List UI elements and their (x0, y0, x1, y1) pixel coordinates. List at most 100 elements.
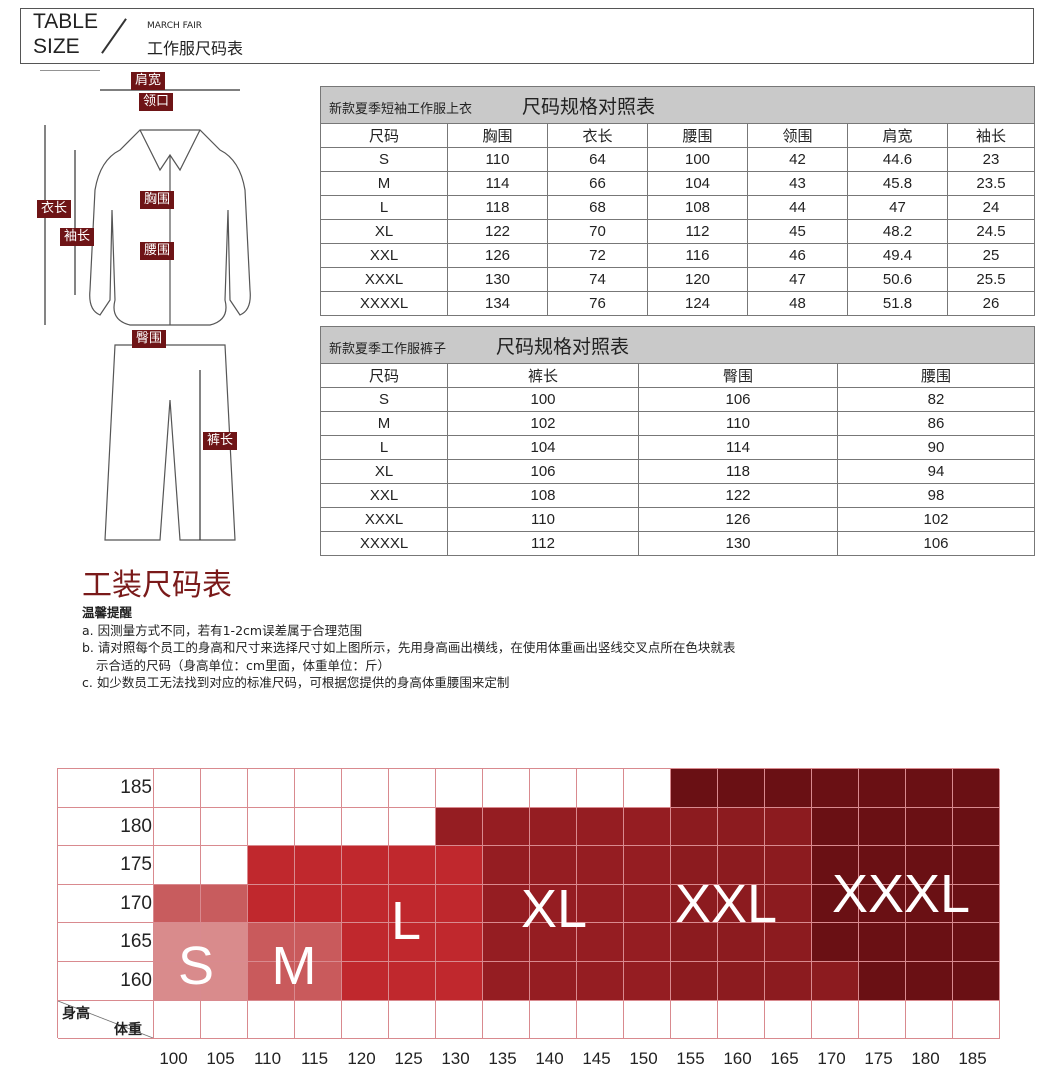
y-tick-label: 170 (120, 892, 152, 914)
size-cell-empty (154, 807, 201, 847)
y-axis-label: 身高 (62, 1005, 90, 1022)
size-cell-XL (624, 923, 671, 962)
size-cell-XXL (718, 807, 765, 847)
y-tick-label: 160 (120, 970, 152, 991)
size-cell-XL (624, 884, 671, 924)
note-a: a. 因测量方式不同，若有1-2cm误差属于合理范围 (82, 622, 363, 638)
label-shoulder: 肩宽 (131, 72, 166, 90)
table-cell: 94 (836, 459, 1036, 484)
table-cell: L (320, 195, 448, 220)
size-cell-XXL (671, 807, 718, 847)
size-cell-XXXL (953, 807, 1000, 847)
notes: 温馨提醒 a. 因测量方式不同，若有1-2cm误差属于合理范围 b. 请对照每个… (82, 604, 735, 692)
table-cell: 102 (836, 507, 1036, 532)
table-cell: 130 (447, 267, 548, 292)
table-cell: 24.5 (946, 219, 1036, 244)
table-cell: 106 (447, 459, 639, 484)
size-cell-empty (201, 846, 248, 885)
column-header: 尺码 (320, 123, 448, 148)
label-hip: 臀围 (132, 330, 167, 348)
size-cell-L (436, 923, 483, 962)
blank-cell (953, 1000, 1000, 1040)
size-cell-XL (577, 962, 624, 1001)
table-cell: 124 (647, 291, 748, 316)
size-cell-empty (248, 807, 295, 847)
page-header: TABLE SIZE MARCH FAIR 工作服尺码表 (20, 8, 1034, 64)
table-cell: 76 (547, 291, 648, 316)
table-row: XXXXL 134 76 124 48 51.8 26 (320, 291, 1036, 316)
size-cell-M (248, 962, 295, 1001)
size-cell-L (436, 846, 483, 885)
size-cell-XXXL (906, 807, 953, 847)
table-cell: 100 (647, 147, 748, 172)
size-cell-XXXL (859, 923, 906, 962)
size-cell-XXXL (906, 769, 953, 808)
size-cell-XXXL (859, 962, 906, 1001)
row-label-cell (58, 769, 154, 808)
table-cell: 122 (447, 219, 548, 244)
size-cell-XL (436, 807, 483, 847)
table-row: L 118 68 108 44 47 24 (320, 195, 1036, 220)
size-cell-XXXL (765, 769, 812, 808)
size-cell-L (389, 923, 436, 962)
pants-outline (104, 344, 236, 541)
size-cell-empty (154, 769, 201, 808)
table-cell: 25.5 (946, 267, 1036, 292)
size-cell-XXL (765, 807, 812, 847)
x-tick-label: 165 (770, 1049, 799, 1069)
table-cell: 47 (747, 267, 848, 292)
x-tick-label: 160 (723, 1049, 752, 1069)
size-cell-empty (342, 807, 389, 847)
label-length: 衣长 (37, 200, 72, 218)
table-cell: 68 (547, 195, 648, 220)
size-cell-XL (577, 807, 624, 847)
x-tick-label: 170 (817, 1049, 846, 1069)
size-cell-XL (624, 807, 671, 847)
blank-cell (530, 1000, 577, 1040)
size-cell-XXL (718, 962, 765, 1001)
table-cell: 49.4 (847, 243, 948, 268)
size-cell-empty (577, 769, 624, 808)
column-header: 衣长 (547, 123, 648, 148)
size-label-XL: XL (520, 879, 588, 939)
size-cell-XXXL (953, 923, 1000, 962)
header-subtitle-cn: 工作服尺码表 (147, 39, 244, 58)
size-cell-XXL (765, 923, 812, 962)
size-cell-M (248, 923, 295, 962)
blank-cell (483, 1000, 530, 1040)
table-cell: 110 (447, 507, 639, 532)
blank-cell (248, 1000, 295, 1040)
blank-cell (906, 1000, 953, 1040)
notes-heading: 温馨提醒 (82, 605, 133, 620)
label-chest: 胸围 (140, 191, 175, 209)
table-cell: 108 (647, 195, 748, 220)
divider-slash (101, 18, 127, 54)
size-cell-empty (530, 769, 577, 808)
table-cell: XXXL (320, 267, 448, 292)
x-tick-label: 145 (582, 1049, 611, 1069)
size-cell-L (342, 923, 389, 962)
table-cell: XXXXL (320, 531, 448, 556)
column-header: 尺码 (320, 363, 448, 388)
size-cell-L (389, 962, 436, 1001)
size-cell-XXL (718, 884, 765, 924)
table-cell: 126 (447, 243, 548, 268)
size-label-XXL: XXL (674, 874, 778, 934)
table-row: S 100 106 82 (320, 387, 1036, 412)
table-cell: 98 (836, 483, 1036, 508)
table-cell: 51.8 (847, 291, 948, 316)
size-cell-empty (483, 769, 530, 808)
size-cell-S (154, 962, 201, 1001)
size-cell-XL (483, 923, 530, 962)
table-cell: S (320, 387, 448, 412)
size-cell-XXL (671, 846, 718, 885)
size-cell-XXXL (812, 923, 859, 962)
size-label-XXXL: XXXL (831, 864, 971, 924)
blank-cell (718, 1000, 765, 1040)
table-cell: M (320, 411, 448, 436)
size-cell-empty (295, 807, 342, 847)
table-row: L 104 114 90 (320, 435, 1036, 460)
table-cell: 46 (747, 243, 848, 268)
table-cell: 104 (447, 435, 639, 460)
x-tick-label: 185 (958, 1049, 987, 1069)
